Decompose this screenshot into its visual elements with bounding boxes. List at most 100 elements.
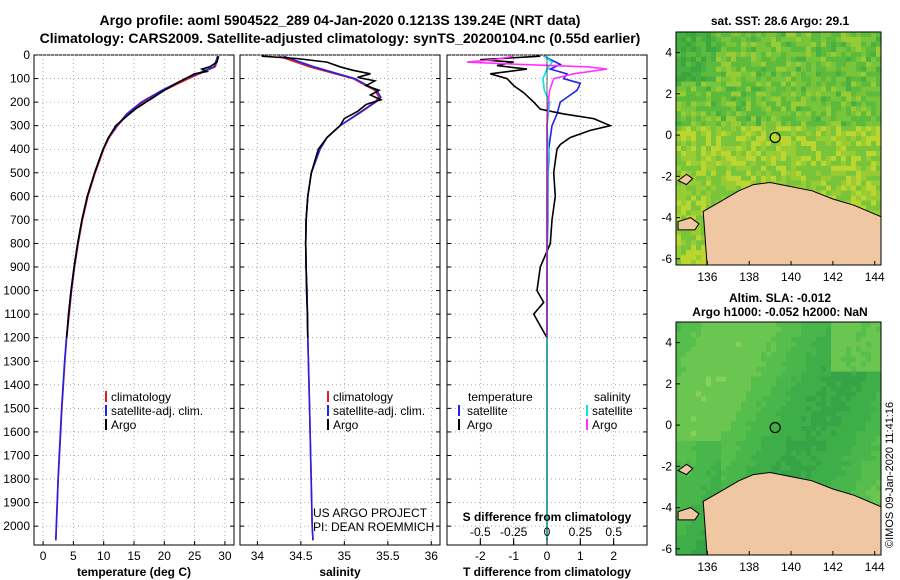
map-cell [691,525,697,531]
map-cell [696,195,702,201]
map-cell [856,485,862,491]
map-cell [771,326,777,333]
map-cell [676,391,682,397]
map-cell [751,180,757,187]
map-cell [696,121,702,127]
map-cell [861,465,867,472]
map-cell [711,116,717,122]
map-cell [721,421,727,427]
map-cell [691,205,697,211]
map-cell [831,136,837,142]
map-cell [686,540,692,546]
map-cell [746,331,752,338]
map-cell [866,131,872,137]
map-cell [696,210,702,216]
map-cell [846,96,852,102]
map-cell [851,336,857,343]
map-cell [711,356,717,363]
top-x-tick-label: -0.5 [470,525,491,539]
map-cell [771,91,777,97]
map-cell [731,361,737,368]
map-cell [871,180,877,187]
map-cell [856,101,862,107]
map-cell [836,116,842,122]
map-cell [816,91,822,97]
map-cell [831,421,837,427]
map-cell [741,396,747,402]
map-cell [731,131,737,137]
map-cell [706,331,712,338]
map-cell [806,155,812,162]
map-cell [756,336,762,343]
map-cell [851,436,857,442]
map-cell [716,391,722,397]
map-cell [756,426,762,432]
map-cell [681,341,687,348]
map-cell [751,411,757,417]
map-cell [851,480,857,486]
map-cell [826,356,832,363]
map-cell [841,116,847,122]
map-cell [731,51,737,58]
map-cell [816,170,822,177]
map-cell [796,366,802,372]
map-cell [816,475,822,482]
map-cell [876,155,881,162]
map-cell [796,455,802,462]
map-cell [716,61,722,68]
map-cell [676,545,682,551]
sla-map-title-line1: Altim. SLA: -0.012 [729,291,831,305]
map-cell [721,81,727,87]
map-cell [716,32,722,38]
map-cell [851,46,857,53]
map-cell [851,361,857,368]
map-cell [826,431,832,437]
map-cell [726,41,732,48]
map-cell [756,41,762,48]
map-cell [781,131,787,137]
map-cell [771,165,777,172]
map-cell [846,396,852,402]
series-group [55,55,220,541]
map-cell [831,91,837,97]
map-cell [806,351,812,358]
map-cell [781,121,787,127]
map-cell [771,431,777,437]
map-cell [751,401,757,407]
map-cell [721,455,727,462]
map-cell [786,431,792,437]
map-cell [796,175,802,182]
y-tick-label: 600 [10,189,30,203]
map-cell [726,465,732,472]
map-cell [711,401,717,407]
map-cell [676,230,682,236]
map-cell [796,376,802,382]
map-cell [711,431,717,437]
map-cell [761,346,767,353]
map-cell [706,165,712,172]
map-cell [866,96,872,102]
map-cell [686,341,692,348]
map-cell [786,136,792,142]
map-cell [786,86,792,92]
map-cell [756,450,762,457]
map-cell [851,396,857,402]
map-cell [756,91,762,97]
map-cell [681,356,687,363]
map-cell [821,136,827,142]
x-tick-label: -1 [508,549,519,563]
map-cell [816,146,822,152]
map-cell [771,406,777,412]
map-cell [811,366,817,372]
map-cell [711,440,717,447]
map-cell [691,141,697,147]
map-cell [746,416,752,422]
map-cell [861,470,867,477]
map-cell [686,361,692,368]
map-cell [706,416,712,422]
map-cell [776,436,782,442]
map-cell [681,195,687,201]
map-cell [756,391,762,397]
map-cell [806,141,812,147]
map-cell [736,391,742,397]
